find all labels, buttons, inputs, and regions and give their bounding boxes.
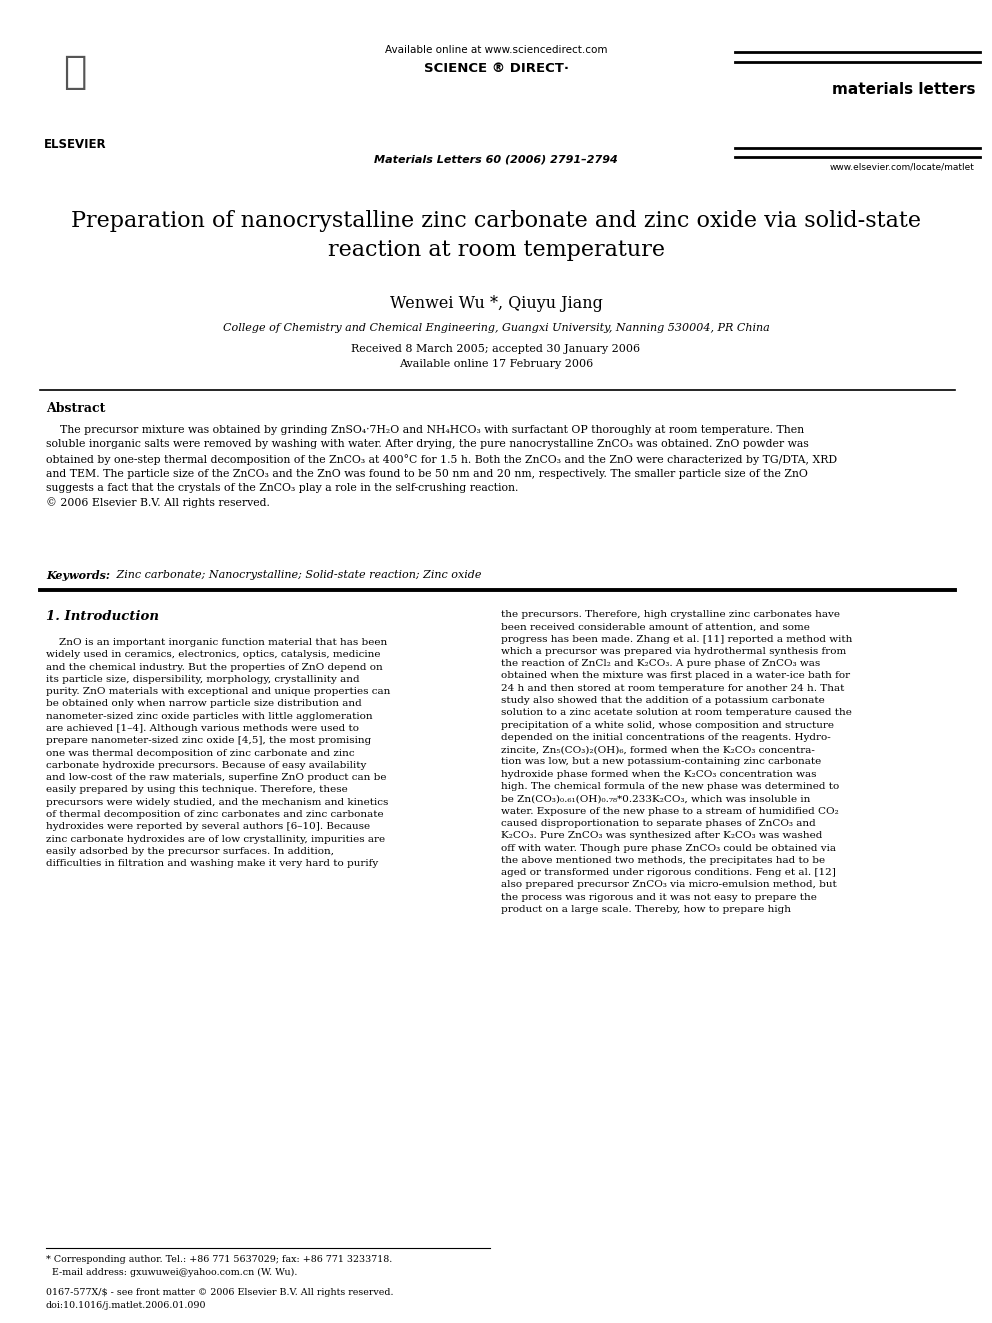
Text: Available online at www.sciencedirect.com: Available online at www.sciencedirect.co… bbox=[385, 45, 607, 56]
Text: Materials Letters 60 (2006) 2791–2794: Materials Letters 60 (2006) 2791–2794 bbox=[374, 155, 618, 165]
Text: 🌳: 🌳 bbox=[63, 53, 86, 91]
Text: 1. Introduction: 1. Introduction bbox=[46, 610, 159, 623]
Text: Abstract: Abstract bbox=[46, 402, 105, 415]
Text: Wenwei Wu *, Qiuyu Jiang: Wenwei Wu *, Qiuyu Jiang bbox=[390, 295, 602, 312]
Text: The precursor mixture was obtained by grinding ZnSO₄·7H₂O and NH₄HCO₃ with surfa: The precursor mixture was obtained by gr… bbox=[46, 425, 837, 508]
Text: 0167-577X/$ - see front matter © 2006 Elsevier B.V. All rights reserved.
doi:10.: 0167-577X/$ - see front matter © 2006 El… bbox=[46, 1289, 394, 1310]
Text: Keywords:: Keywords: bbox=[46, 570, 110, 581]
Text: SCIENCE ® DIRECT·: SCIENCE ® DIRECT· bbox=[424, 62, 568, 75]
Text: the precursors. Therefore, high crystalline zinc carbonates have
been received c: the precursors. Therefore, high crystall… bbox=[501, 610, 852, 914]
Text: ZnO is an important inorganic function material that has been
widely used in cer: ZnO is an important inorganic function m… bbox=[46, 638, 391, 868]
Text: Preparation of nanocrystalline zinc carbonate and zinc oxide via solid-state
rea: Preparation of nanocrystalline zinc carb… bbox=[71, 210, 921, 261]
Text: ELSEVIER: ELSEVIER bbox=[44, 138, 106, 151]
Text: College of Chemistry and Chemical Engineering, Guangxi University, Nanning 53000: College of Chemistry and Chemical Engine… bbox=[222, 323, 770, 333]
Text: Zinc carbonate; Nanocrystalline; Solid-state reaction; Zinc oxide: Zinc carbonate; Nanocrystalline; Solid-s… bbox=[113, 570, 481, 579]
Text: * Corresponding author. Tel.: +86 771 5637029; fax: +86 771 3233718.
  E-mail ad: * Corresponding author. Tel.: +86 771 56… bbox=[46, 1256, 392, 1277]
Text: materials letters: materials letters bbox=[831, 82, 975, 97]
Text: www.elsevier.com/locate/matlet: www.elsevier.com/locate/matlet bbox=[830, 163, 975, 172]
Text: Received 8 March 2005; accepted 30 January 2006
Available online 17 February 200: Received 8 March 2005; accepted 30 Janua… bbox=[351, 344, 641, 369]
